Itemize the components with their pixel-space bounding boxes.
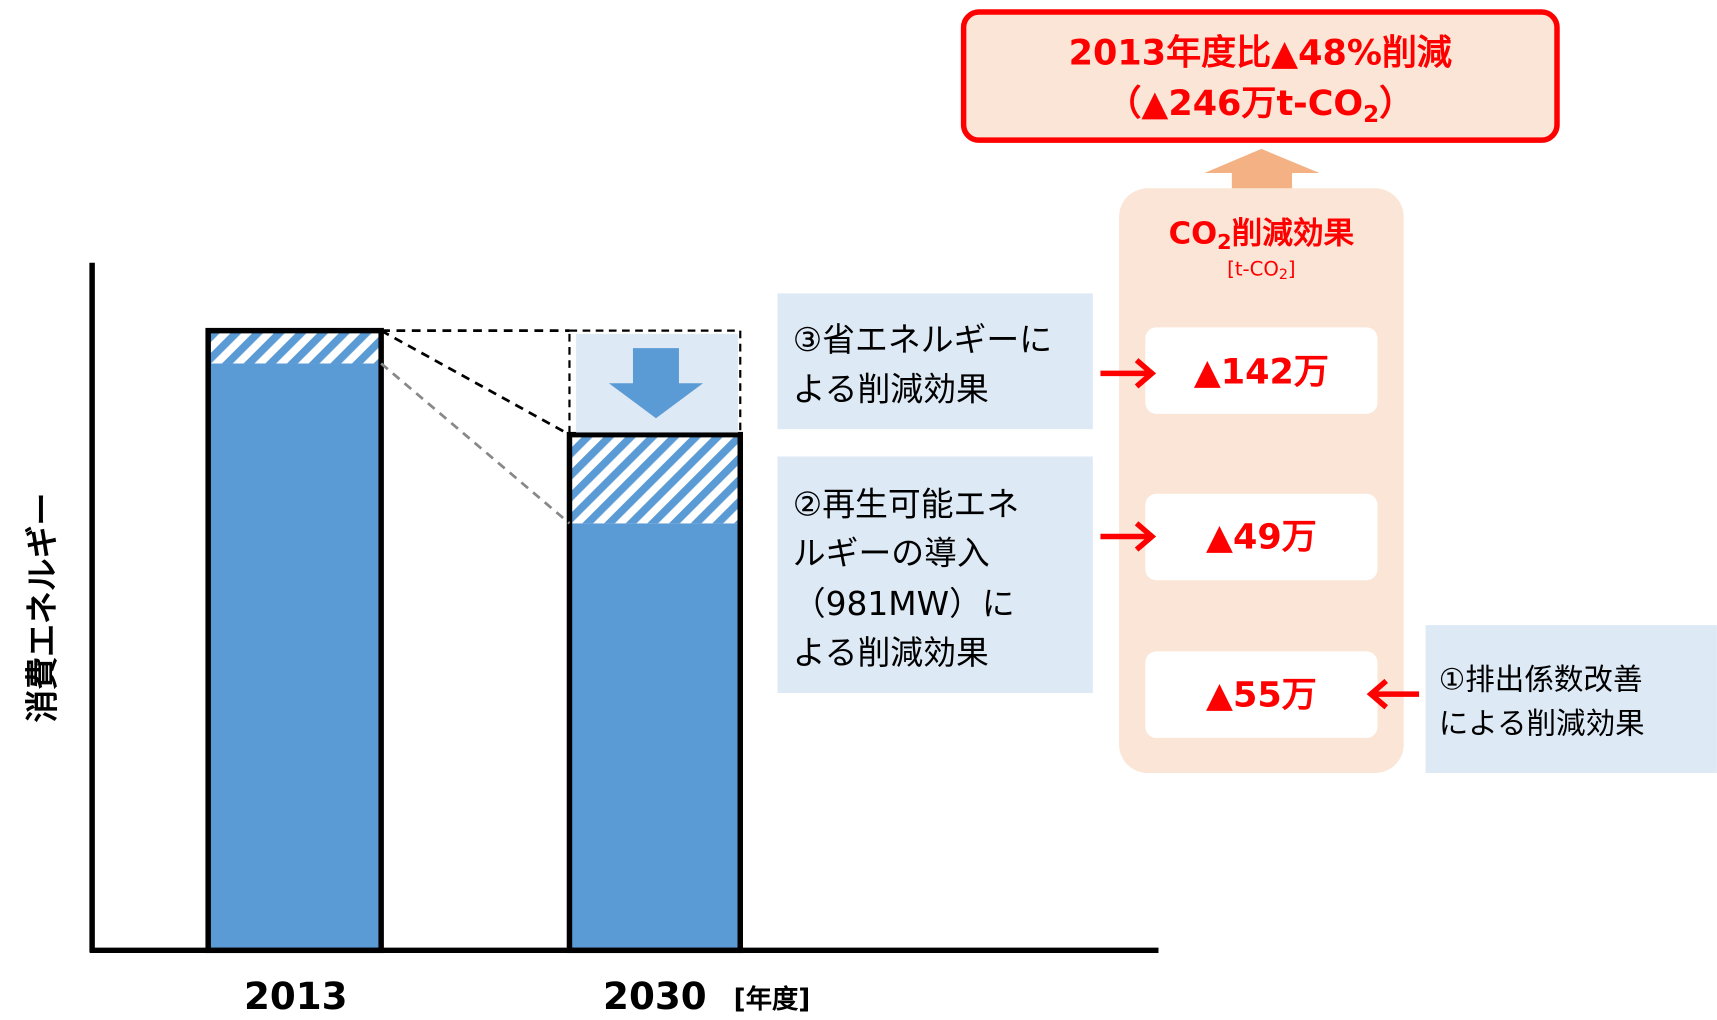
x-label: 2013 <box>244 974 348 1016</box>
callout <box>777 456 1093 694</box>
x-label: 2030 <box>603 974 707 1016</box>
dashed-line <box>380 362 571 525</box>
y-axis-label: 消費エネルギー <box>23 493 61 723</box>
callout-text: ②再生可能エネ <box>793 485 1019 523</box>
bar-2030 <box>569 523 741 951</box>
arrow <box>1100 521 1157 552</box>
callout-text: ③省エネルギーに <box>793 321 1052 359</box>
value-box <box>1145 493 1378 581</box>
bar-hatch <box>208 330 382 364</box>
panel-unit: [t-CO2] <box>1227 257 1295 283</box>
summary-part: ） <box>1379 83 1414 124</box>
title-part: 削減効果 <box>1232 216 1355 251</box>
callout <box>777 293 1093 430</box>
callout-text: （981MW）に <box>793 585 1015 623</box>
up-arrow <box>1204 148 1320 189</box>
value-box <box>1145 327 1378 414</box>
summary-sub: 2 <box>1363 101 1379 127</box>
bar-2013 <box>208 363 382 951</box>
unit-part: ] <box>1288 257 1296 280</box>
callout-text: よる削減効果 <box>793 370 989 408</box>
bar-hatch <box>569 434 741 524</box>
dashed-line <box>380 329 571 436</box>
x-unit: [年度] <box>734 984 811 1015</box>
value: ▲142万 <box>1194 351 1329 392</box>
summary-part: （▲246万t-CO <box>1106 83 1363 124</box>
reduction-outline <box>568 329 742 436</box>
title-sub: 2 <box>1217 230 1231 254</box>
callout <box>1425 625 1717 773</box>
callout-text: ルギーの導入 <box>793 535 990 573</box>
arrow <box>1366 678 1420 710</box>
value-box <box>1145 651 1378 738</box>
callout-text: ①排出係数改善 <box>1439 662 1643 696</box>
arrows <box>1100 358 1420 710</box>
bar-outline <box>205 327 384 954</box>
callout-text: よる削減効果 <box>793 634 989 672</box>
unit-part: [t-CO <box>1227 257 1279 280</box>
value: ▲55万 <box>1206 674 1317 715</box>
unit-sub: 2 <box>1279 267 1288 283</box>
summary-line: （▲246万t-CO2） <box>1106 83 1414 127</box>
title-part: CO <box>1169 216 1218 251</box>
summary-line: 2013年度比▲48%削減 <box>1069 33 1452 74</box>
arrow <box>1100 358 1157 389</box>
callout-text: による削減効果 <box>1439 706 1645 740</box>
panel-title: CO2削減効果 <box>1169 216 1355 254</box>
value: ▲49万 <box>1206 517 1317 558</box>
summary-box <box>960 9 1560 143</box>
